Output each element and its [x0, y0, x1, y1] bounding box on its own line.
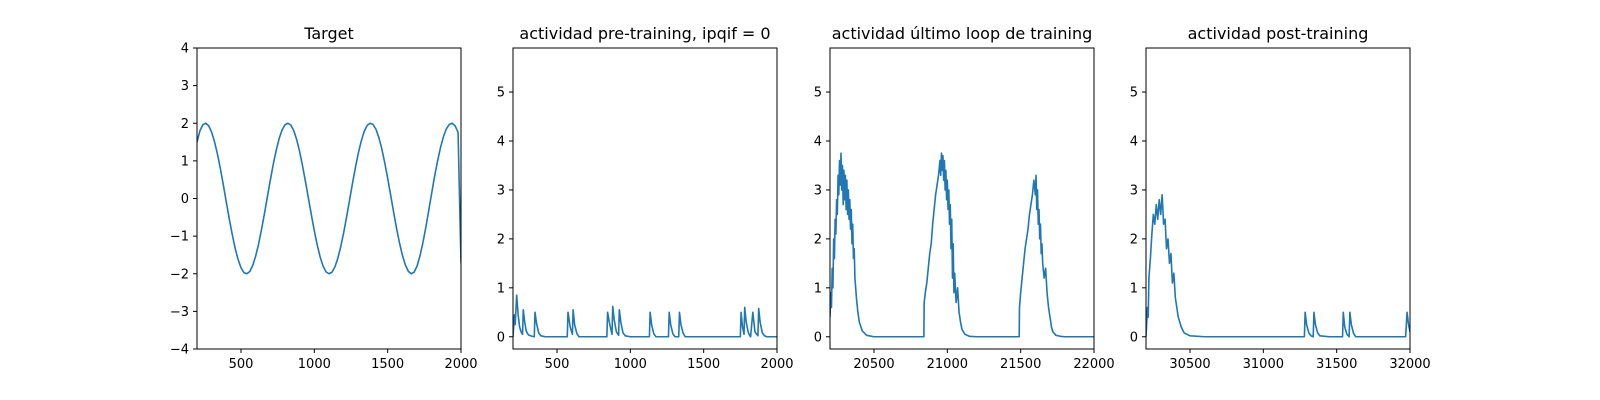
- y-tick-label-3-5: 5: [1130, 86, 1138, 101]
- y-tick-label-3-0: 0: [1130, 330, 1138, 345]
- y-tick-label-0-5: 1: [181, 154, 189, 169]
- y-tick-label-1-1: 1: [497, 281, 505, 296]
- y-tick-label-3-1: 1: [1130, 281, 1138, 296]
- x-tick-label-0-3: 2000: [444, 357, 477, 372]
- chart-panel-3: 30500 31000 31500 32000 0 1 2 3 4 5 actividad post…: [1130, 24, 1431, 372]
- y-tick-label-1-2: 2: [497, 232, 505, 247]
- y-tick-label-3-3: 3: [1130, 183, 1138, 198]
- plot-frame-2: [829, 47, 1095, 350]
- series-line-2-0: [830, 152, 1094, 338]
- chart-panel-1: 500 1000 1500 2000 0 1 2 3 4 5 actividad pre-train…: [497, 24, 794, 372]
- y-tick-label-2-0: 0: [814, 330, 822, 345]
- y-tick-label-0-8: 4: [181, 42, 189, 57]
- y-tick-label-2-3: 3: [814, 183, 822, 198]
- chart-title-0: Target: [303, 24, 354, 43]
- x-tick-label-2-0: 20500: [853, 357, 894, 372]
- y-tick-label-0-0: −4: [170, 343, 189, 358]
- y-tick-label-1-0: 0: [497, 330, 505, 345]
- x-tick-label-3-0: 30500: [1169, 357, 1210, 372]
- y-tick-label-2-4: 4: [814, 134, 822, 149]
- y-tick-label-1-4: 4: [497, 134, 505, 149]
- x-tick-label-0-0: 500: [229, 357, 254, 372]
- y-tick-label-2-1: 1: [814, 281, 822, 296]
- y-tick-label-1-3: 3: [497, 183, 505, 198]
- y-tick-label-0-6: 2: [181, 117, 189, 132]
- y-tick-label-3-4: 4: [1130, 134, 1138, 149]
- x-tick-label-3-2: 31500: [1316, 357, 1357, 372]
- y-tick-label-0-2: −2: [170, 267, 189, 282]
- y-tick-label-0-3: −1: [170, 230, 189, 245]
- chart-title-3: actividad post-training: [1188, 24, 1369, 43]
- plot-frame-3: [1145, 47, 1411, 350]
- x-tick-label-3-3: 32000: [1389, 357, 1430, 372]
- series-line-0-0: [197, 122, 461, 275]
- chart-title-1: actividad pre-training, ipqif = 0: [519, 24, 770, 43]
- x-tick-label-2-1: 21000: [927, 357, 968, 372]
- plot-frame-1: [512, 47, 778, 350]
- x-tick-label-1-2: 1500: [687, 357, 720, 372]
- chart-panel-2: 20500 21000 21500 22000 0 1 2 3 4 5 actividad últi…: [814, 24, 1115, 372]
- x-tick-label-1-0: 500: [545, 357, 570, 372]
- y-tick-label-2-5: 5: [814, 86, 822, 101]
- y-tick-label-1-5: 5: [497, 86, 505, 101]
- x-tick-label-1-3: 2000: [760, 357, 793, 372]
- x-tick-label-1-1: 1000: [614, 357, 647, 372]
- x-tick-label-3-1: 31000: [1243, 357, 1284, 372]
- x-tick-label-0-1: 1000: [298, 357, 331, 372]
- chart-panel-0: 500 1000 1500 2000 −4 −3 −2 −1 0 1 2 3 4 Target: [170, 24, 478, 372]
- y-tick-label-2-2: 2: [814, 232, 822, 247]
- series-line-1-0: [513, 294, 777, 338]
- x-tick-label-0-2: 1500: [371, 357, 404, 372]
- chart-title-2: actividad último loop de training: [832, 24, 1093, 43]
- series-line-3-0: [1146, 194, 1410, 338]
- x-tick-label-2-3: 22000: [1073, 357, 1114, 372]
- x-tick-label-2-2: 21500: [1000, 357, 1041, 372]
- y-tick-label-0-7: 3: [181, 79, 189, 94]
- y-tick-label-0-1: −3: [170, 305, 189, 320]
- y-tick-label-0-4: 0: [181, 192, 189, 207]
- y-tick-label-3-2: 2: [1130, 232, 1138, 247]
